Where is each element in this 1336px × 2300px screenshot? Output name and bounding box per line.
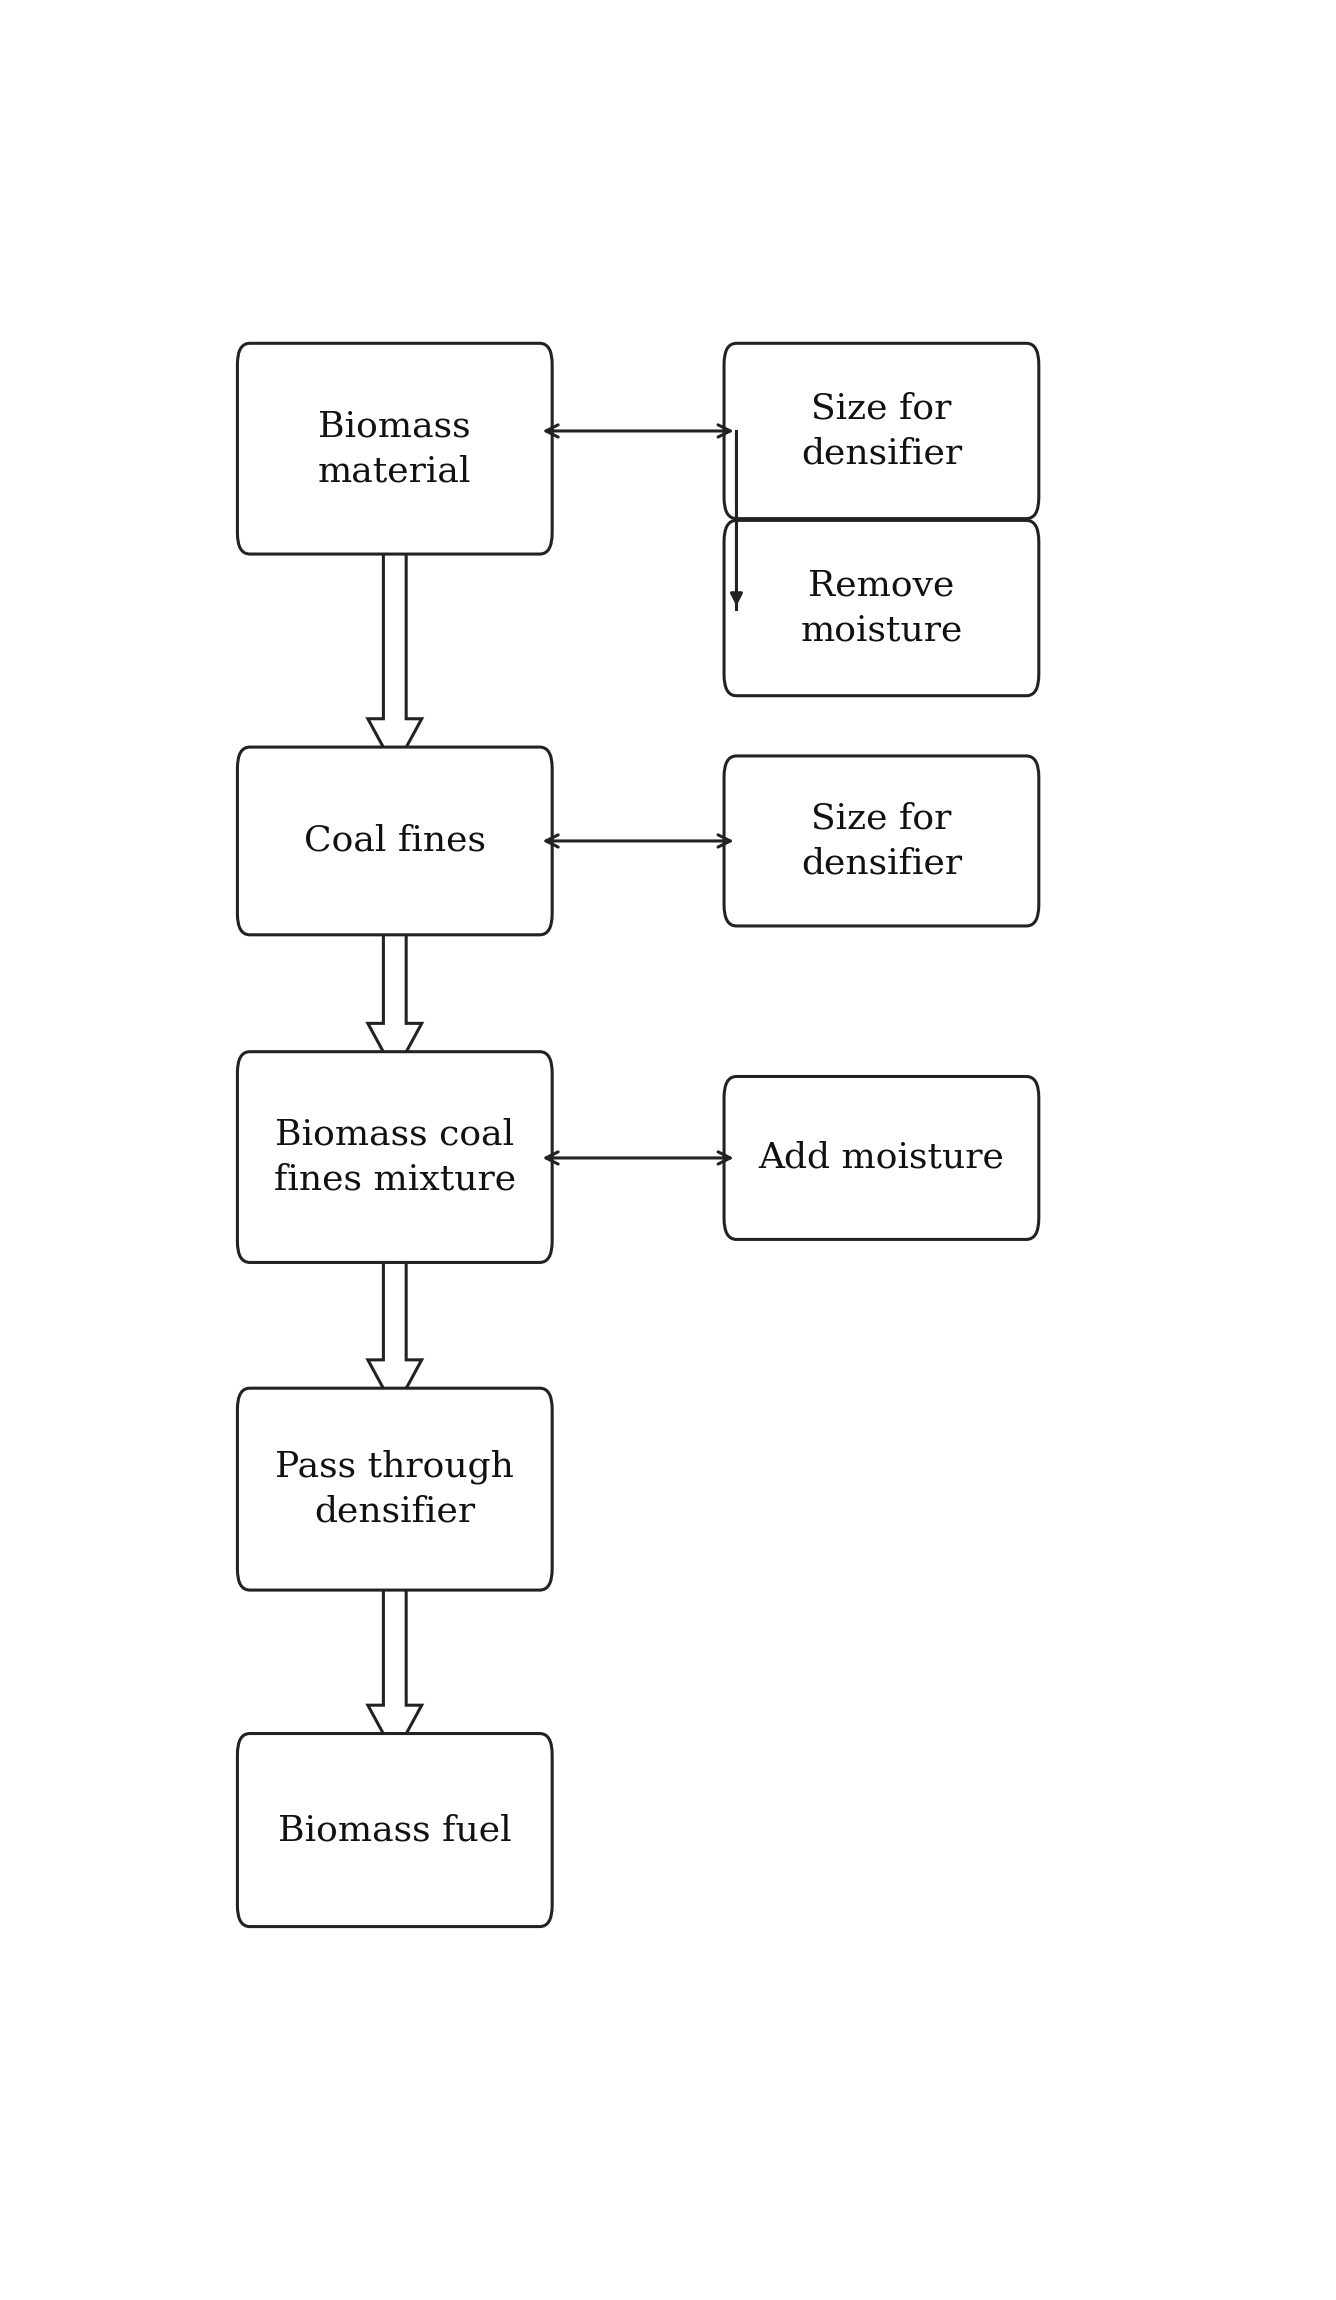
Text: Biomass fuel: Biomass fuel [278,1812,512,1847]
Text: Pass through
densifier: Pass through densifier [275,1449,514,1530]
Text: Biomass
material: Biomass material [318,409,472,488]
FancyBboxPatch shape [238,1389,552,1589]
FancyBboxPatch shape [238,343,552,554]
Polygon shape [367,1569,422,1755]
FancyBboxPatch shape [724,757,1039,927]
Text: Coal fines: Coal fines [303,823,486,858]
FancyBboxPatch shape [238,748,552,934]
Text: Size for
densifier: Size for densifier [800,391,962,471]
Polygon shape [367,1242,422,1410]
FancyBboxPatch shape [724,343,1039,518]
Text: Remove
moisture: Remove moisture [800,568,963,649]
Polygon shape [367,913,422,1072]
Text: Biomass coal
fines mixture: Biomass coal fines mixture [274,1118,516,1196]
FancyBboxPatch shape [238,1051,552,1263]
FancyBboxPatch shape [724,520,1039,695]
FancyBboxPatch shape [238,1734,552,1927]
Text: Add moisture: Add moisture [759,1141,1005,1175]
Text: Size for
densifier: Size for densifier [800,800,962,881]
FancyBboxPatch shape [724,1076,1039,1240]
Polygon shape [367,534,422,768]
